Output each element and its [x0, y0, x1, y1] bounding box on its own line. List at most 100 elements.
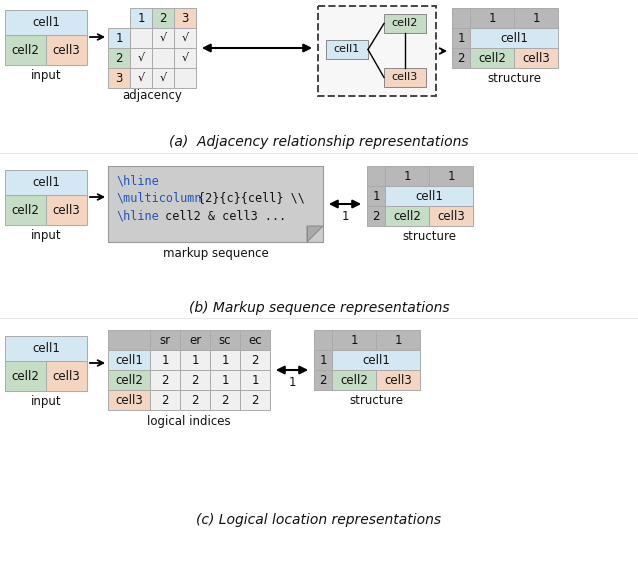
Text: 1: 1 [372, 190, 380, 203]
Bar [470, 8, 514, 28]
Polygon shape [307, 226, 323, 242]
Bar [46, 361, 87, 391]
Text: logical indices: logical indices [147, 415, 231, 428]
Bar [385, 206, 429, 226]
Bar [174, 28, 196, 48]
Bar [46, 195, 87, 225]
Bar [318, 6, 436, 96]
Bar [5, 195, 46, 225]
Text: 1: 1 [191, 354, 199, 367]
Bar [332, 370, 376, 390]
Text: cell1: cell1 [500, 32, 528, 45]
Bar [367, 166, 385, 186]
Text: markup sequence: markup sequence [163, 247, 269, 260]
Bar [5, 170, 87, 195]
Bar [384, 68, 426, 87]
Bar [108, 390, 150, 410]
Text: adjacency: adjacency [122, 89, 182, 102]
Bar [152, 8, 174, 28]
Bar [376, 330, 420, 350]
Bar [152, 68, 174, 88]
Text: 2: 2 [191, 393, 199, 406]
Bar [210, 330, 240, 350]
Text: \hline: \hline [116, 209, 159, 222]
Bar [180, 330, 210, 350]
Bar [210, 370, 240, 390]
Bar [514, 8, 558, 28]
Bar [367, 206, 385, 226]
Bar [180, 350, 210, 370]
Bar [210, 390, 240, 410]
Bar [314, 370, 332, 390]
Text: structure: structure [349, 393, 403, 406]
Text: 1: 1 [403, 169, 411, 182]
Text: cell3: cell3 [522, 52, 550, 65]
Text: √: √ [160, 73, 167, 83]
Text: \multicolumn: \multicolumn [116, 191, 202, 204]
Text: cell2: cell2 [392, 19, 418, 28]
Text: cell3: cell3 [384, 374, 412, 387]
Text: (a)  Adjacency relationship representations: (a) Adjacency relationship representatio… [169, 135, 469, 149]
Text: 2: 2 [372, 209, 380, 222]
Text: 1: 1 [394, 333, 402, 346]
Bar [46, 35, 87, 65]
Bar [174, 8, 196, 28]
Text: cell1: cell1 [32, 176, 60, 189]
Bar [152, 48, 174, 68]
Bar [210, 350, 240, 370]
Bar [174, 68, 196, 88]
Text: structure: structure [402, 229, 456, 242]
Bar [150, 390, 180, 410]
Text: 1: 1 [447, 169, 455, 182]
Bar [326, 40, 368, 59]
Bar [108, 28, 130, 48]
Bar [384, 14, 426, 33]
Bar [385, 186, 473, 206]
Bar [470, 28, 558, 48]
Text: 1: 1 [288, 375, 296, 388]
Text: 1: 1 [350, 333, 358, 346]
Text: 2: 2 [191, 374, 199, 387]
Text: {2}{c}{cell} \\: {2}{c}{cell} \\ [198, 191, 305, 204]
Bar [470, 48, 514, 68]
Bar [108, 48, 130, 68]
Text: 2: 2 [319, 374, 327, 387]
Text: (c) Logical location representations: (c) Logical location representations [197, 513, 441, 527]
Text: cell3: cell3 [115, 393, 143, 406]
Text: structure: structure [487, 71, 541, 84]
Text: 1: 1 [341, 209, 349, 222]
Bar [429, 166, 473, 186]
Text: sc: sc [219, 333, 231, 346]
Bar [429, 206, 473, 226]
Bar [108, 350, 150, 370]
Text: 2: 2 [160, 11, 167, 24]
Text: cell1: cell1 [334, 45, 360, 54]
Text: cell2: cell2 [478, 52, 506, 65]
Text: √: √ [137, 73, 145, 83]
Bar [240, 350, 270, 370]
Bar [108, 166, 323, 242]
Text: 1: 1 [319, 354, 327, 367]
Text: er: er [189, 333, 201, 346]
Bar [5, 10, 87, 35]
Bar [150, 350, 180, 370]
Text: 1: 1 [137, 11, 145, 24]
Text: 1: 1 [221, 374, 229, 387]
Bar [452, 8, 470, 28]
Text: input: input [31, 395, 61, 408]
Text: cell2: cell2 [340, 374, 368, 387]
Text: cell3: cell3 [437, 209, 465, 222]
Bar [240, 370, 270, 390]
Bar [452, 28, 470, 48]
Bar [240, 390, 270, 410]
Text: 1: 1 [532, 11, 540, 24]
Bar [152, 28, 174, 48]
Text: input: input [31, 68, 61, 82]
Text: √: √ [181, 53, 189, 63]
Text: cell1: cell1 [32, 342, 60, 355]
Text: √: √ [160, 33, 167, 43]
Bar [314, 330, 332, 350]
Text: \hline: \hline [116, 174, 159, 187]
Bar [130, 28, 152, 48]
Bar [130, 8, 152, 28]
